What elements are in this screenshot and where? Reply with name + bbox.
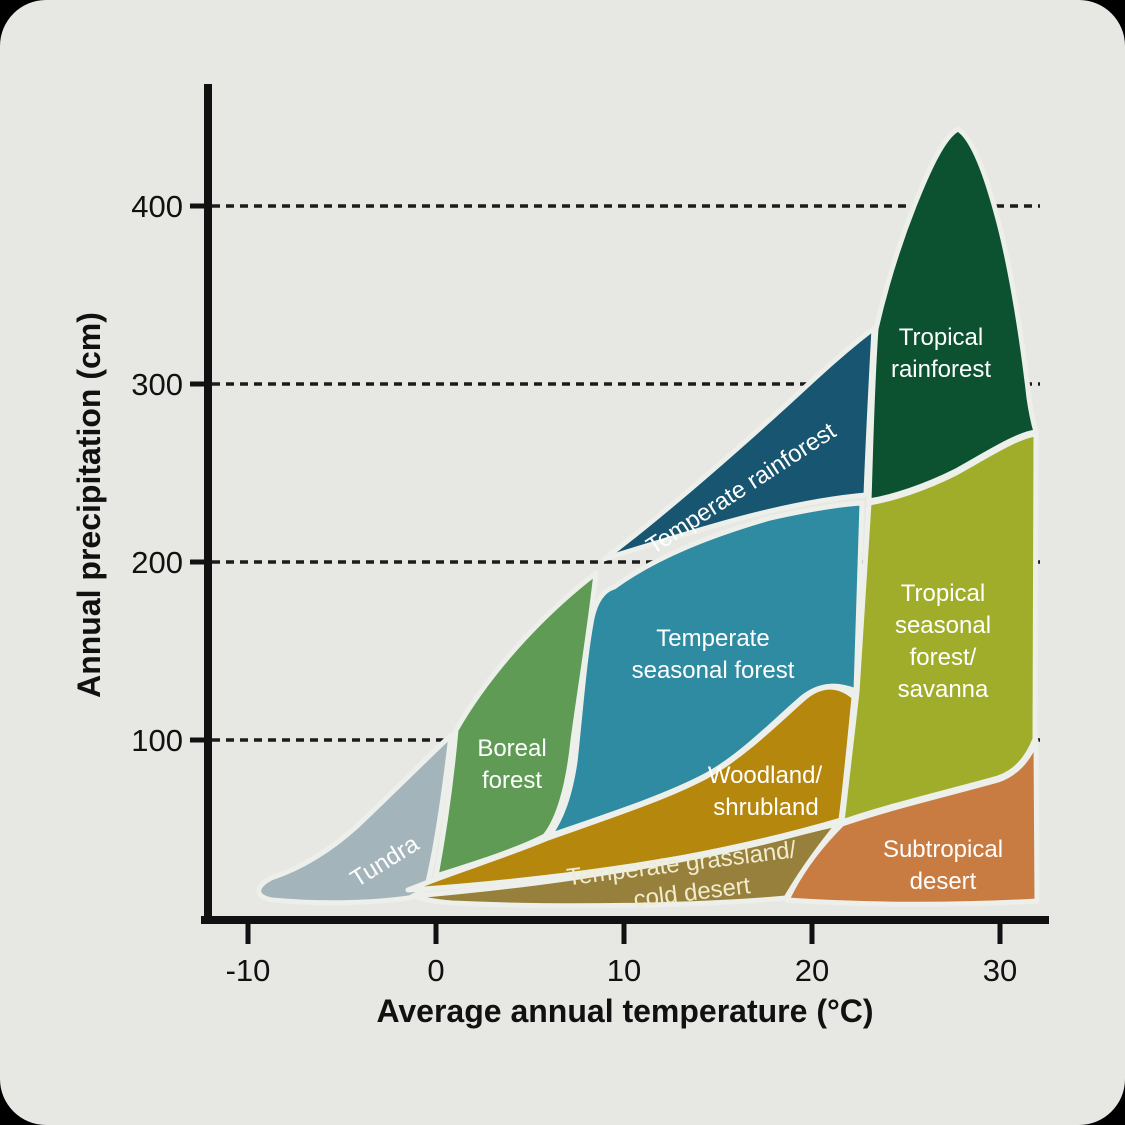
tick-labels: -10 0 10 20 30 100 200 300 400 xyxy=(131,189,1017,988)
label-tropical-rainforest-line1: Tropical xyxy=(899,324,983,351)
x-tick-label: 0 xyxy=(427,953,444,988)
region-tundra xyxy=(256,732,454,906)
label-savanna-line3: forest/ xyxy=(910,644,977,671)
label-temperate-seasonal-forest-line1: Temperate xyxy=(656,625,769,652)
x-tick-label: 10 xyxy=(607,953,641,988)
label-savanna-line1: Tropical xyxy=(901,580,985,607)
y-tick-label: 400 xyxy=(131,189,183,224)
region-boreal-forest xyxy=(433,570,599,879)
label-savanna-line4: savanna xyxy=(898,676,989,703)
label-savanna-line2: seasonal xyxy=(895,612,991,639)
label-woodland-line2: shrubland xyxy=(713,794,818,821)
region-tropical-rainforest xyxy=(866,126,1039,504)
axes xyxy=(190,84,1049,944)
label-tropical-rainforest-line2: rainforest xyxy=(891,356,991,383)
y-axis-title: Annual precipitation (cm) xyxy=(71,312,107,698)
x-axis-title: Average annual temperature (°C) xyxy=(376,993,873,1029)
label-woodland-line1: Woodland/ xyxy=(708,762,823,789)
x-tick-label: 30 xyxy=(983,953,1017,988)
x-tick-label: -10 xyxy=(226,953,271,988)
biome-regions xyxy=(256,126,1040,909)
y-tick-label: 300 xyxy=(131,367,183,402)
label-boreal-line2: forest xyxy=(482,767,542,794)
x-tick-label: 20 xyxy=(795,953,829,988)
label-subtropical-desert-line1: Subtropical xyxy=(883,836,1003,863)
label-boreal-line1: Boreal xyxy=(477,735,546,762)
region-temperate-grassland-cold-desert xyxy=(411,821,841,909)
label-temperate-seasonal-forest-line2: seasonal forest xyxy=(632,657,795,684)
label-subtropical-desert-line2: desert xyxy=(910,868,977,895)
y-tick-label: 100 xyxy=(131,723,183,758)
y-tick-label: 200 xyxy=(131,545,183,580)
